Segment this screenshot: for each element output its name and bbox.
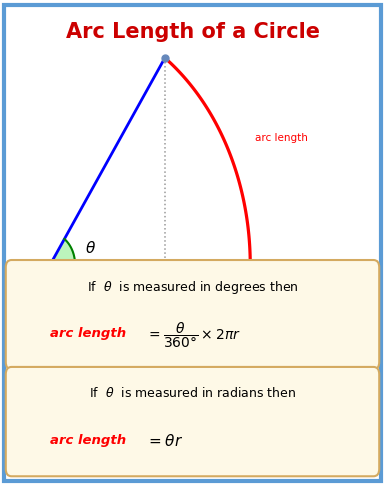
- Text: arc length: arc length: [254, 134, 308, 143]
- Text: arc length: arc length: [50, 434, 127, 447]
- Text: If  $\theta$  is measured in degrees then: If $\theta$ is measured in degrees then: [87, 279, 298, 296]
- Text: $= \theta r$: $= \theta r$: [146, 433, 183, 449]
- FancyBboxPatch shape: [4, 5, 381, 481]
- Text: Arc Length of a Circle: Arc Length of a Circle: [65, 22, 320, 42]
- Text: Center: Center: [34, 276, 74, 286]
- Text: $=\dfrac{\theta}{360°}\times 2\pi r$: $=\dfrac{\theta}{360°}\times 2\pi r$: [146, 321, 241, 350]
- Text: $\theta$: $\theta$: [85, 240, 96, 256]
- Text: $r$: $r$: [145, 274, 155, 292]
- FancyBboxPatch shape: [6, 260, 379, 369]
- FancyBboxPatch shape: [6, 367, 379, 476]
- Polygon shape: [50, 239, 75, 265]
- Text: arc length: arc length: [50, 328, 127, 340]
- Text: If  $\theta$  is measured in radians then: If $\theta$ is measured in radians then: [89, 386, 296, 400]
